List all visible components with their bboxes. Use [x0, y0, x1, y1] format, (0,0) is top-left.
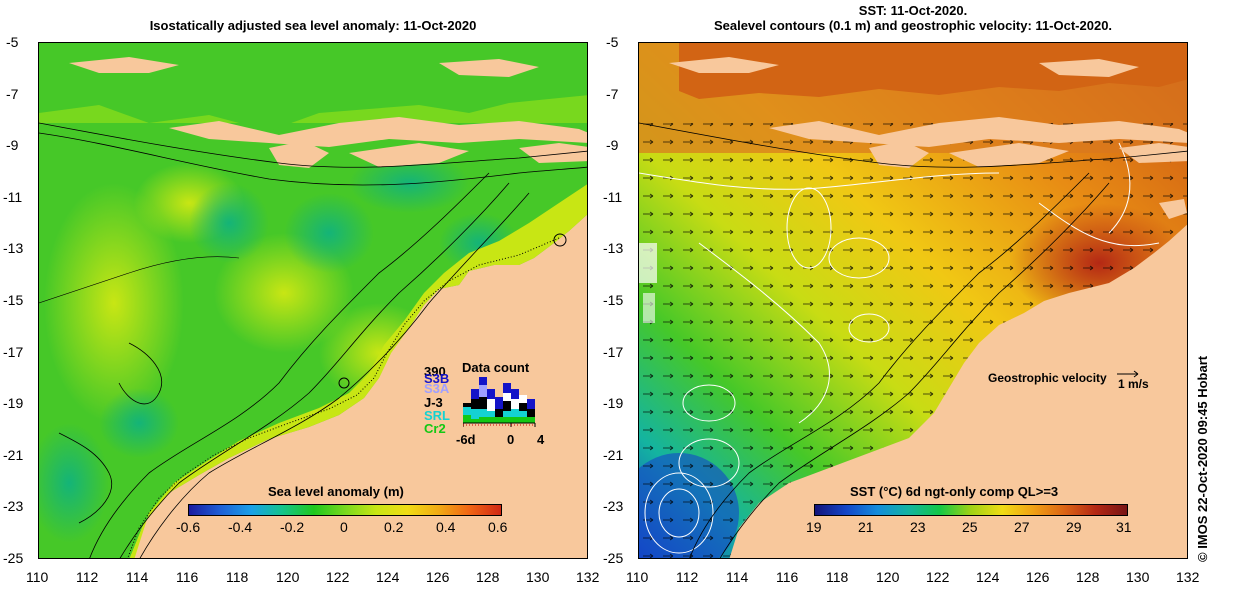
lat-tick: -25 [3, 550, 24, 566]
lon-tick: 114 [726, 569, 749, 585]
left-panel-title: Isostatically adjusted sea level anomaly… [149, 18, 477, 33]
lat-tick: -13 [603, 240, 624, 256]
cb-tick: 0.4 [436, 519, 456, 535]
lon-tick: 116 [176, 569, 199, 585]
lat-tick: -5 [606, 34, 619, 50]
lon-tick: 120 [876, 569, 900, 585]
lon-tick: 114 [126, 569, 149, 585]
lat-tick: -7 [606, 86, 619, 102]
lon-tick: 132 [576, 569, 600, 585]
cb-tick: 0.6 [488, 519, 508, 535]
lat-tick: -25 [603, 550, 624, 566]
cb-tick: 23 [910, 519, 926, 535]
lat-tick: -23 [3, 498, 24, 514]
sst-map-svg [639, 43, 1187, 558]
data-count-bars [463, 377, 536, 427]
lon-tick: 124 [976, 569, 1000, 585]
cb-tick: -0.6 [176, 519, 201, 535]
imos-credit: © IMOS 22-Oct-2020 09:45 Hobart [1195, 355, 1210, 562]
velocity-scale-arrow-icon [1117, 370, 1139, 378]
lon-tick: 118 [226, 569, 249, 585]
velocity-label: Geostrophic velocity [988, 371, 1107, 385]
cb-tick: 0 [340, 519, 348, 535]
lat-tick: -15 [603, 292, 624, 308]
sst-map [638, 42, 1188, 559]
lon-tick: 126 [426, 569, 450, 585]
lon-tick: 122 [926, 569, 950, 585]
lon-tick: 116 [776, 569, 799, 585]
sst-colorbar-title: SST (°C) 6d ngt-only comp QL>=3 [850, 484, 1059, 499]
lon-tick: 112 [76, 569, 99, 585]
lat-tick: -9 [606, 137, 619, 153]
lat-tick: -7 [6, 86, 19, 102]
sat-label-s3a: S3A [424, 381, 450, 396]
lon-tick: 132 [1176, 569, 1200, 585]
sat-label-j3: J-3 [424, 395, 443, 410]
lat-tick: -9 [6, 137, 19, 153]
lat-tick: -19 [3, 395, 24, 411]
lat-tick: -13 [3, 240, 24, 256]
cb-tick: 27 [1014, 519, 1030, 535]
lon-tick: 128 [1076, 569, 1100, 585]
lat-tick: -17 [603, 344, 624, 360]
sea-level-colorbar-title: Sea level anomaly (m) [268, 484, 404, 499]
cb-tick: 19 [806, 519, 822, 535]
cb-tick: 25 [962, 519, 978, 535]
sea-level-anomaly-map [38, 42, 588, 559]
lat-tick: -21 [3, 447, 24, 463]
data-count-xtick: 4 [537, 432, 545, 447]
data-count-xtick: 0 [507, 432, 515, 447]
lat-tick: -17 [3, 344, 24, 360]
lat-tick: -23 [603, 498, 624, 514]
velocity-scale: 1 m/s [1118, 377, 1149, 391]
cb-tick: 29 [1066, 519, 1082, 535]
sea-level-anomaly-map-svg [39, 43, 587, 558]
lat-tick: -11 [603, 189, 623, 205]
right-panel-title-line2: Sealevel contours (0.1 m) and geostrophi… [713, 18, 1113, 33]
lon-tick: 130 [526, 569, 550, 585]
lon-tick: 118 [826, 569, 849, 585]
lat-tick: -5 [6, 34, 19, 50]
cb-tick: -0.2 [280, 519, 305, 535]
lon-tick: 110 [26, 569, 49, 585]
lat-tick: -19 [603, 395, 624, 411]
lon-tick: 124 [376, 569, 400, 585]
lon-tick: 120 [276, 569, 300, 585]
sea-level-colorbar-gradient [188, 504, 502, 516]
cb-tick: 0.2 [384, 519, 404, 535]
lon-tick: 110 [626, 569, 649, 585]
lon-tick: 126 [1026, 569, 1050, 585]
cb-tick: 31 [1116, 519, 1132, 535]
lon-tick: 112 [676, 569, 699, 585]
sst-colorbar-gradient [814, 504, 1128, 516]
cb-tick: 21 [858, 519, 874, 535]
lat-tick: -11 [3, 189, 23, 205]
lat-tick: -21 [603, 447, 624, 463]
sat-label-cr2: Cr2 [424, 421, 446, 436]
sat-label-s3b: S3B [424, 371, 450, 386]
data-count-xtick: -6d [456, 432, 476, 447]
lon-tick: 128 [476, 569, 500, 585]
lon-tick: 130 [1126, 569, 1150, 585]
data-count-title: Data count [462, 360, 530, 375]
data-count-overprint-label: 390 [424, 364, 446, 379]
lat-tick: -15 [3, 292, 24, 308]
cb-tick: -0.4 [228, 519, 253, 535]
right-panel-title-line1: SST: 11-Oct-2020. [858, 3, 968, 18]
lon-tick: 122 [326, 569, 350, 585]
sat-label-srl: SRL [424, 408, 450, 423]
